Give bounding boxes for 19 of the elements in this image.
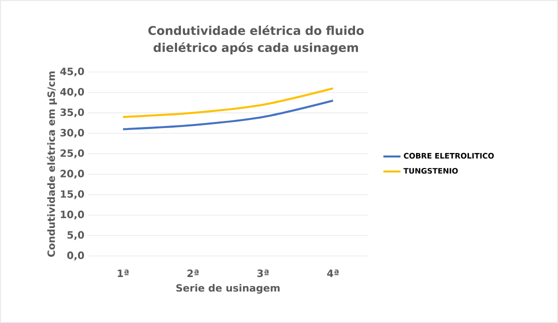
y-tick-label: 10,0 (60, 210, 84, 220)
y-tick-label: 15,0 (60, 190, 84, 200)
line-series (122, 100, 334, 130)
y-tick-label: 40,0 (60, 88, 84, 97)
x-tick-label: 3ª (257, 270, 269, 278)
x-tick-label: 1ª (118, 270, 129, 277)
y-axis-title: Condutividade elétrica em µS/cm (46, 71, 57, 257)
y-tick-label: 20,0 (60, 170, 84, 179)
x-tick-label: 2ª (187, 270, 199, 277)
line-series (122, 87, 334, 118)
y-tick-label: 0,0 (67, 252, 84, 260)
y-tick-label: 45,0 (60, 68, 84, 76)
y-tick-label: 30,0 (60, 128, 84, 138)
x-axis-title: Serie de usinagem (176, 284, 280, 294)
y-tick-label: 35,0 (60, 108, 84, 118)
chart-title: Condutividade elétrica do fluido dielétrico após cada usinagem (148, 25, 364, 54)
y-tick-label: 5,0 (68, 231, 84, 240)
x-tick-label: 4ª (327, 270, 339, 277)
y-tick-label: 25,0 (60, 149, 84, 158)
